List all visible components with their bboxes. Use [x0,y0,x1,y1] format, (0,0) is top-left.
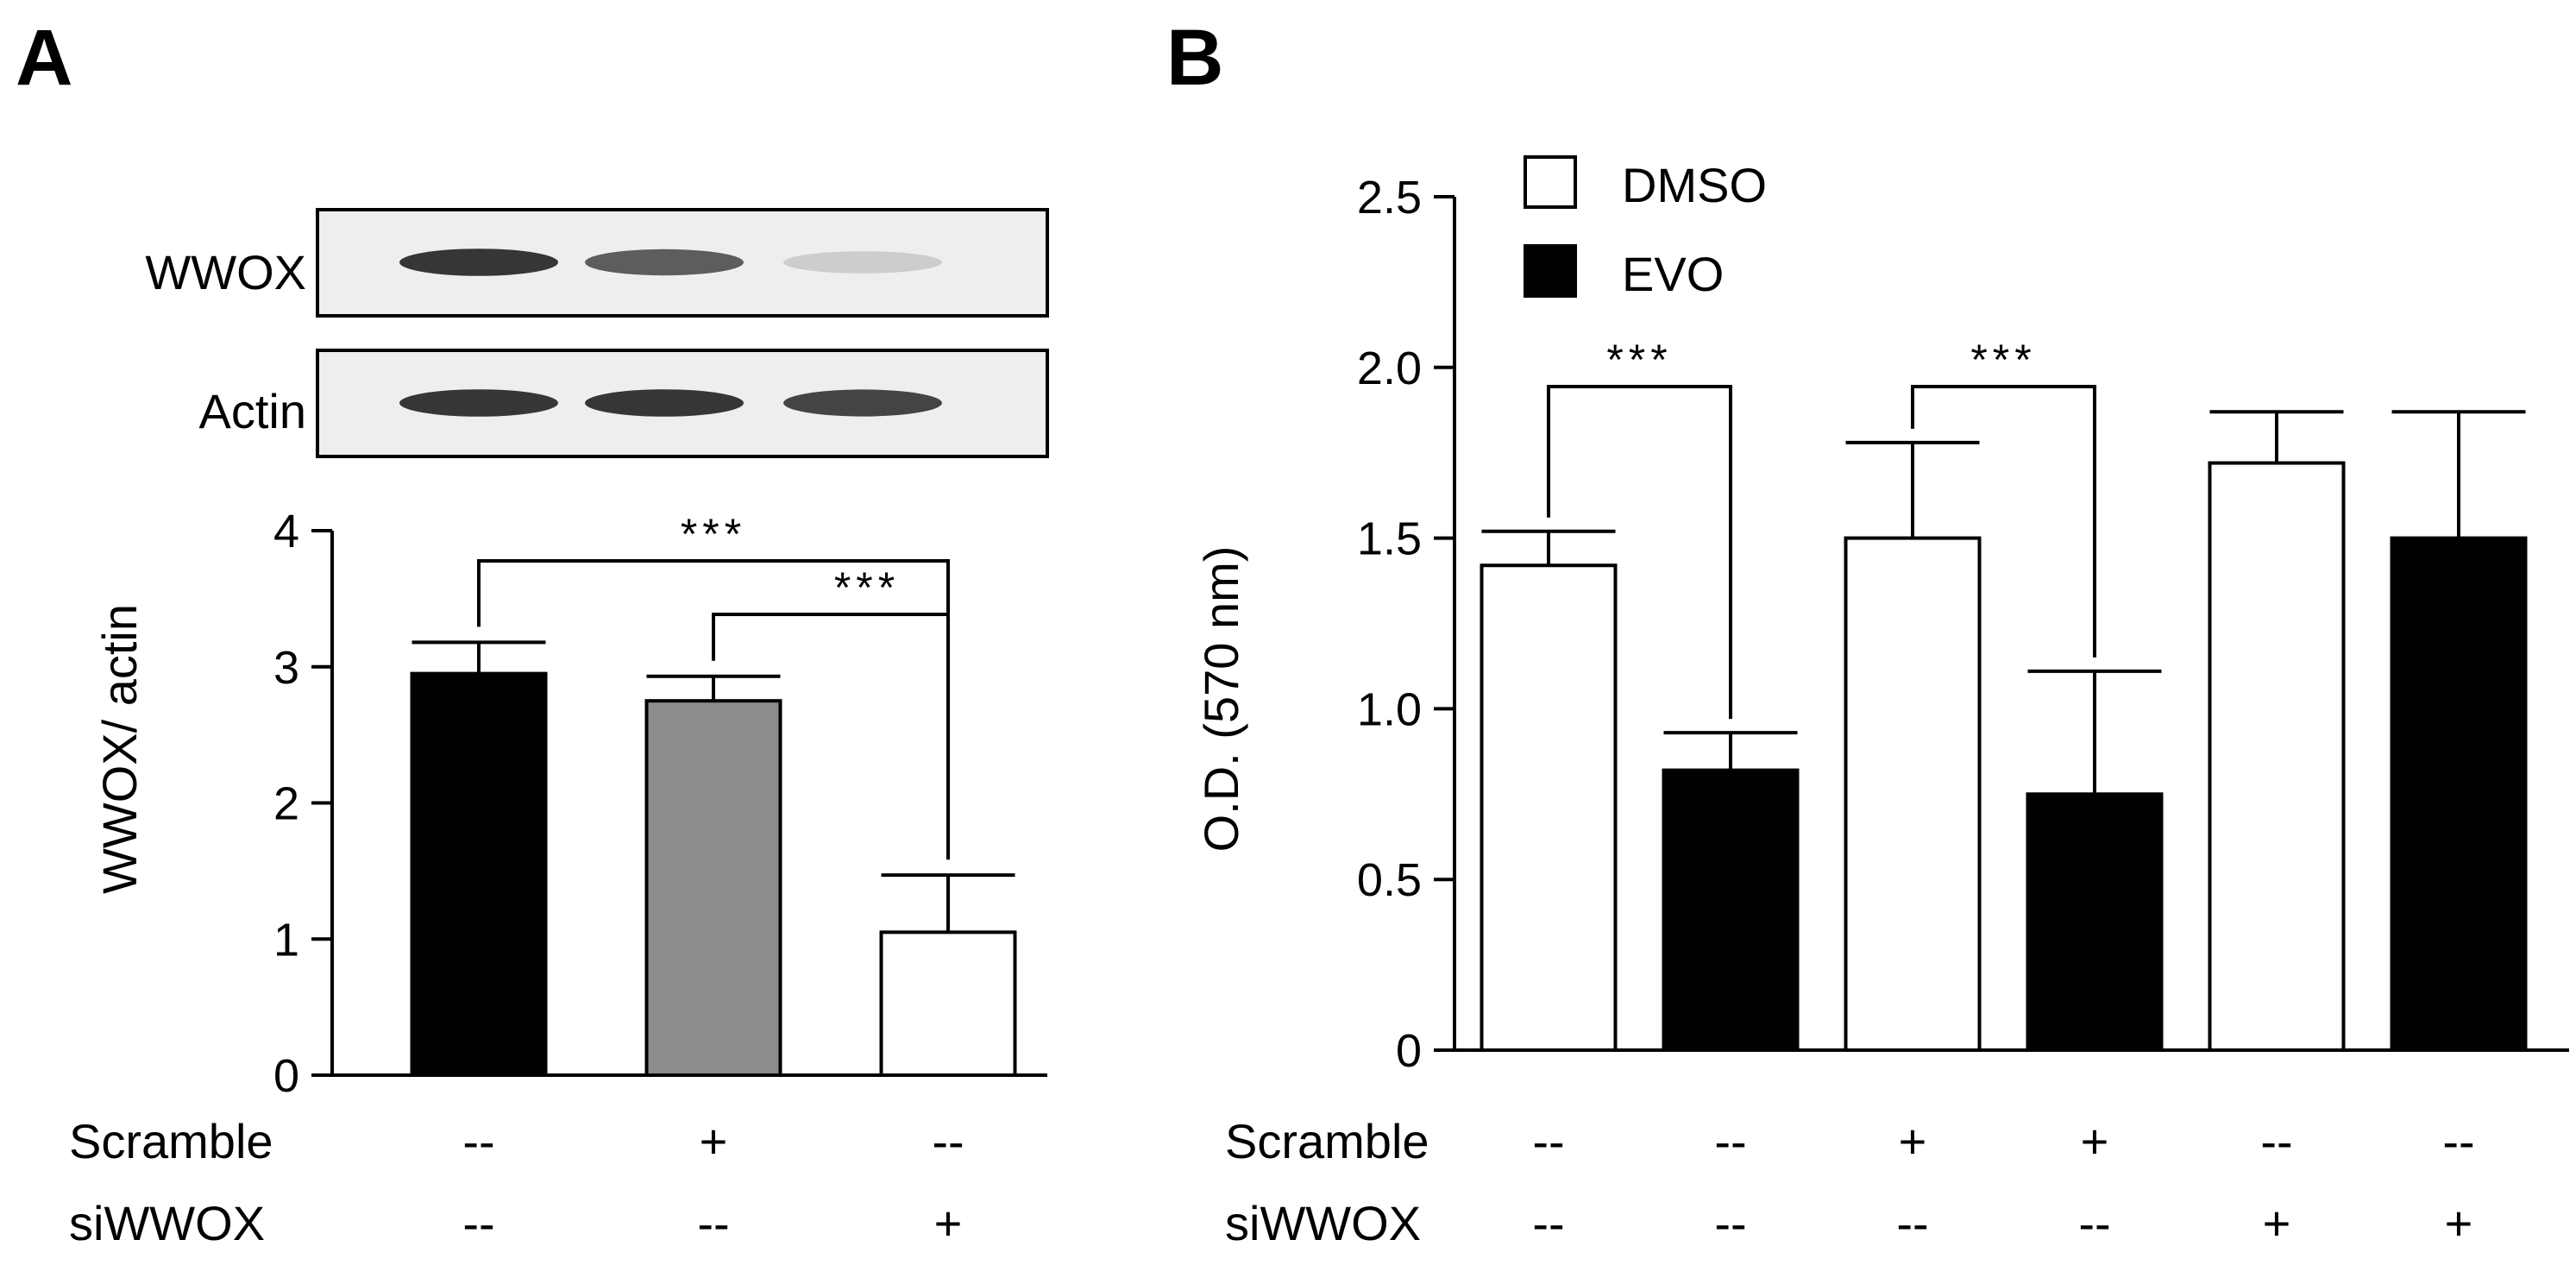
b-bar [1480,563,1618,1052]
b-bar [2026,792,2164,1052]
b-condition-value: + [1899,1114,1927,1168]
chart-b: O.D. (570 nm) 0 0.5 1.0 1.5 2.0 2.5 *** *** --… [1194,155,2569,1250]
a-condition-value: -- [462,1114,494,1168]
chart-b-condition-label-siwwox: siWWOX [1225,1196,1421,1250]
a-ytick-label: 3 [273,642,299,694]
a-condition-value: + [700,1114,728,1168]
blot-label-actin: Actin [199,384,307,438]
b-condition-value: -- [2078,1196,2110,1250]
b-condition-value: -- [1532,1196,1564,1250]
b-ytick-label: 1.0 [1357,683,1422,735]
blot-band [585,249,744,276]
a-condition-value: -- [697,1196,729,1250]
panel-letter-b: B [1166,14,1223,102]
a-condition-value: -- [932,1114,964,1168]
b-significance-bracket [1547,385,1732,720]
legend-label-evo: EVO [1622,247,1724,301]
a-significance-bracket [712,613,950,860]
panel-letter-a: A [16,14,72,102]
b-significance-bracket [1911,385,2096,658]
legend-swatch-dmso [1524,155,1577,209]
blot-label-wwox: WWOX [145,245,306,299]
a-condition-value: + [934,1196,963,1250]
a-significance-stars: *** [681,510,746,558]
b-condition-value: -- [2442,1114,2474,1168]
b-ytick-label: 2.0 [1357,343,1422,394]
chart-a-ylabel: WWOX/ actin [92,604,147,894]
b-bar [1662,768,1800,1052]
b-bar [1844,536,1982,1052]
b-ytick-label: 1.5 [1357,513,1422,565]
b-condition-value: + [2445,1196,2473,1250]
a-significance-stars: *** [834,563,900,612]
chart-b-condition-label-scramble: Scramble [1225,1114,1429,1168]
legend-swatch-evo [1524,244,1577,298]
b-condition-value: -- [2260,1114,2292,1168]
blot-band [585,389,744,417]
a-bar [644,699,782,1077]
blot-band [399,389,558,417]
b-bar [2208,461,2346,1052]
b-condition-value: -- [1714,1114,1746,1168]
chart-a-condition-label-scramble: Scramble [69,1114,273,1168]
blot-band [399,249,558,276]
a-ytick-label: 0 [273,1050,299,1102]
b-bar [2390,536,2528,1052]
chart-a-condition-label-siwwox: siWWOX [69,1196,265,1250]
a-ytick-label: 1 [273,914,299,966]
b-ytick-label: 0.5 [1357,854,1422,906]
western-blot: WWOX Actin [145,208,1049,458]
b-condition-value: + [2081,1114,2109,1168]
blot-band [783,251,942,274]
a-bar [879,930,1017,1078]
a-bar [410,671,548,1077]
b-significance-stars: *** [1970,336,2036,384]
a-ytick-label: 2 [273,778,299,830]
chart-b-legend: DMSO EVO [1524,155,1767,301]
chart-b-ylabel: O.D. (570 nm) [1194,546,1248,853]
b-condition-value: + [2263,1196,2291,1250]
a-condition-value: -- [462,1196,494,1250]
a-ytick-label: 4 [273,506,299,557]
b-condition-value: -- [1896,1196,1928,1250]
b-ytick-label: 0 [1396,1025,1422,1077]
b-ytick-label: 2.5 [1357,172,1422,223]
chart-a: WWOX/ actin 0 1 2 3 4 *** *** -- + -- -- -- + Scra… [69,506,1047,1250]
b-condition-value: -- [1714,1196,1746,1250]
blot-band [783,389,942,417]
legend-label-dmso: DMSO [1622,158,1767,212]
b-condition-value: -- [1532,1114,1564,1168]
b-significance-stars: *** [1606,336,1672,384]
